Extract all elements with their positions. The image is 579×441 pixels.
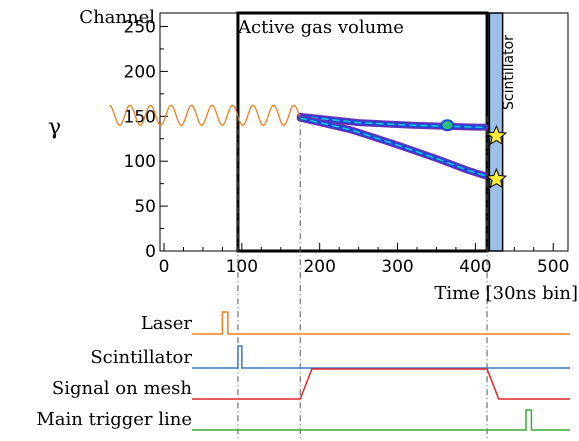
signal-label: Scintillator (90, 347, 192, 368)
detector-regions (236, 11, 504, 253)
signal-trace (192, 368, 570, 400)
x-tick-label: 300 (381, 257, 413, 277)
signal-trace (192, 311, 570, 335)
signal-label: Laser (141, 313, 193, 334)
track-1-core (299, 115, 486, 128)
scintillator-hits (485, 124, 508, 189)
axis-ticks: 0 50 100 150 200 250 0 100 200 300 400 500 (124, 17, 570, 277)
star-icon (485, 167, 508, 189)
x-tick-label: 0 (159, 257, 170, 277)
signal-traces: Laser Scintillator Signal on mesh Main trig… (36, 311, 570, 431)
y-tick-label: 200 (124, 62, 156, 82)
scintillator-region-label: Scintillator (501, 35, 517, 110)
star-icon (485, 124, 508, 146)
signal-trace (192, 345, 570, 369)
particle-tracks (296, 112, 489, 180)
signal-label: Signal on mesh (52, 378, 193, 399)
y-tick-label: 150 (124, 107, 156, 127)
x-tick-label: 100 (226, 257, 258, 277)
x-tick-label: 200 (303, 257, 335, 277)
y-tick-label: 50 (134, 197, 156, 217)
photon-wave-line (109, 104, 301, 127)
x-tick-label: 500 (537, 257, 569, 277)
signal-trace (192, 409, 570, 431)
y-tick-label: 100 (124, 152, 156, 172)
photon-wave (109, 104, 301, 127)
y-tick-label: 0 (145, 242, 156, 262)
track-hotspot (440, 119, 455, 132)
x-axis-label: Time [30ns bin] (434, 283, 578, 304)
y-axis-label: Channel (79, 7, 155, 28)
y-tick-label: 250 (124, 17, 156, 37)
x-tick-label: 400 (459, 257, 491, 277)
signal-label: Main trigger line (36, 409, 192, 430)
track-2-core (299, 117, 486, 177)
gamma-label: γ (48, 115, 61, 140)
time-marker-lines (237, 116, 488, 441)
active-volume-label: Active gas volume (237, 17, 404, 38)
